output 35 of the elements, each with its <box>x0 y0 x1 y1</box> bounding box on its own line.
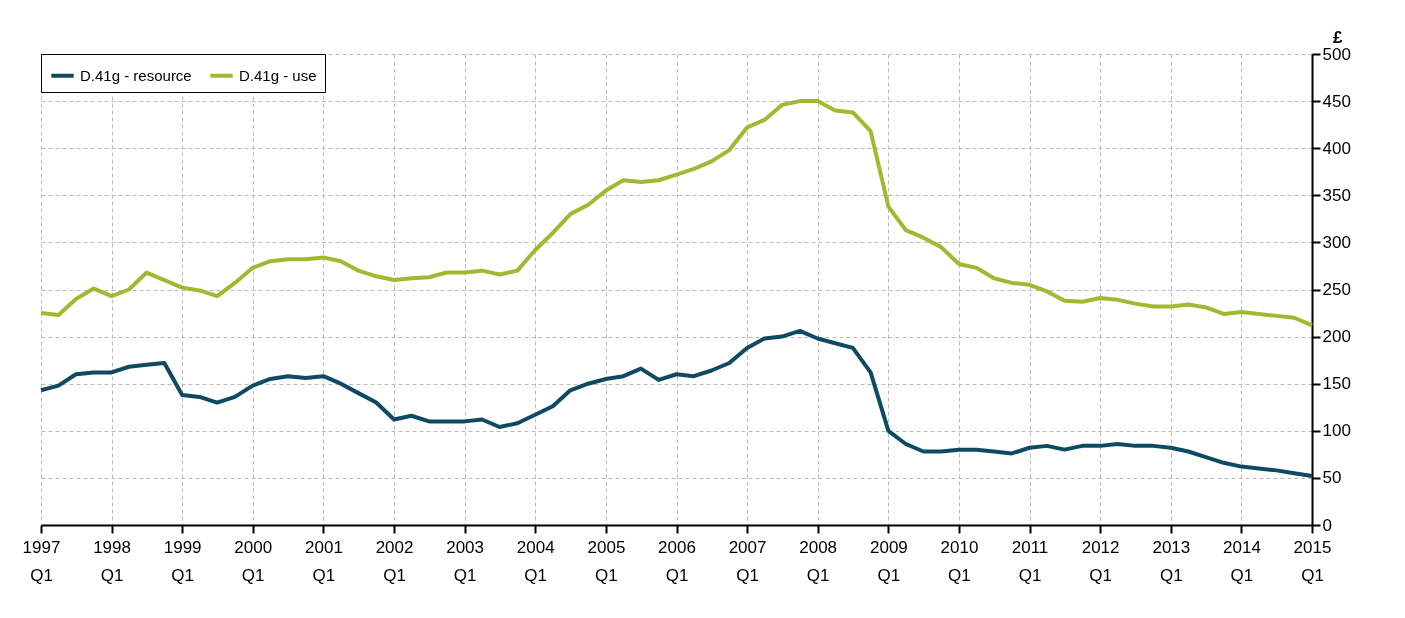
legend-label: D.41g - resource <box>80 66 192 84</box>
y-tick-label: 100 <box>1322 421 1351 441</box>
x-tick-label: 2007 Q1 <box>728 537 767 585</box>
x-tick-label: 2008 Q1 <box>799 537 838 585</box>
y-tick-label: 250 <box>1322 280 1351 299</box>
y-tick-label: 0 <box>1322 515 1332 535</box>
y-tick-label: 50 <box>1322 468 1342 488</box>
y-tick-label: 500 <box>1322 44 1351 64</box>
x-tick-label: 1999 Q1 <box>163 537 202 585</box>
x-tick-label: 2011 Q1 <box>1011 537 1049 585</box>
x-tick-label: 2002 Q1 <box>375 537 414 585</box>
line-series <box>39 99 1314 328</box>
y-tick-label: 200 <box>1322 327 1351 347</box>
y-tick-label: 400 <box>1322 138 1351 158</box>
y-tick-label: 300 <box>1322 232 1351 252</box>
legend-label: D.41g - use <box>239 66 317 84</box>
x-tick-label: 1997 Q1 <box>22 537 61 585</box>
y-tick-label: 150 <box>1322 374 1351 394</box>
x-tick-label: 2015 Q1 <box>1293 537 1332 585</box>
y-tick-label: 350 <box>1322 185 1351 205</box>
x-tick-label: 2013 Q1 <box>1152 537 1191 585</box>
x-tick-label: 2003 Q1 <box>446 537 485 585</box>
line-series <box>39 328 1314 479</box>
x-tick-label: 2010 Q1 <box>940 537 979 585</box>
x-tick-label: 1998 Q1 <box>93 537 131 585</box>
y-tick-label: 450 <box>1322 91 1351 111</box>
x-tick-label: 2012 Q1 <box>1081 537 1120 585</box>
x-tick-label: 2001 Q1 <box>305 537 343 585</box>
x-tick-label: 2009 Q1 <box>869 537 908 585</box>
x-tick-label: 2014 Q1 <box>1223 537 1261 585</box>
y-axis-title: £ <box>1333 27 1344 47</box>
x-tick-label: 2000 Q1 <box>234 537 273 585</box>
x-tick-label: 2006 Q1 <box>658 537 696 585</box>
x-tick-label: 2004 Q1 <box>516 537 555 585</box>
x-tick-label: 2005 Q1 <box>587 537 626 585</box>
